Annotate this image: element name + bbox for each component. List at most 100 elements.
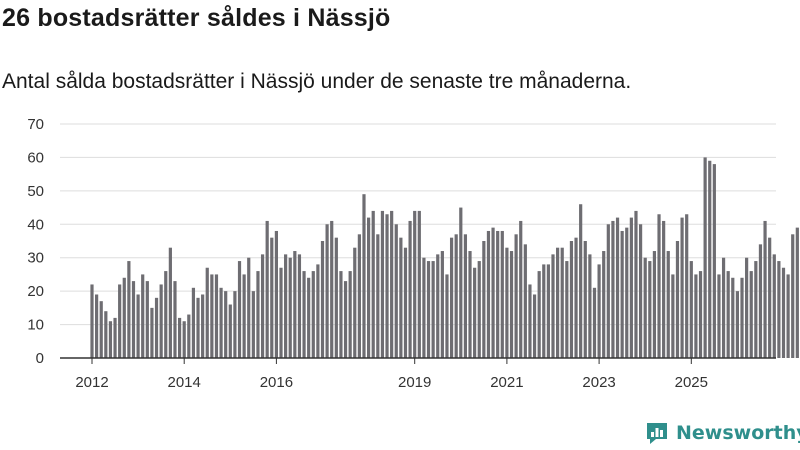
bar xyxy=(330,220,334,358)
bar xyxy=(726,271,730,358)
bar xyxy=(532,294,537,358)
newsworthy-logo[interactable]: Newsworthy xyxy=(644,420,800,446)
bar xyxy=(219,287,223,358)
bar xyxy=(680,217,684,358)
bar xyxy=(187,314,191,358)
bar xyxy=(233,291,237,358)
bar xyxy=(721,257,726,358)
bar xyxy=(620,230,624,358)
bar xyxy=(293,251,297,358)
bar xyxy=(242,274,246,358)
bar xyxy=(260,254,265,358)
bar xyxy=(131,281,136,358)
bar xyxy=(537,271,541,358)
bar xyxy=(325,224,329,358)
bar xyxy=(251,291,255,358)
bar xyxy=(606,224,610,358)
bar xyxy=(509,251,514,358)
bar-series xyxy=(90,157,799,358)
bar xyxy=(786,274,790,358)
x-tick-label: 2019 xyxy=(398,374,431,391)
bar xyxy=(311,271,315,358)
bar xyxy=(403,247,408,358)
bar xyxy=(399,237,403,358)
bar xyxy=(546,264,550,358)
bar xyxy=(445,274,449,358)
bar xyxy=(408,220,412,358)
bar xyxy=(514,234,518,358)
bar xyxy=(297,254,302,358)
bar xyxy=(675,241,680,358)
bar xyxy=(136,294,140,358)
bar xyxy=(523,244,527,358)
bar xyxy=(749,271,753,358)
bar xyxy=(164,271,168,358)
y-tick-label: 30 xyxy=(27,250,44,267)
bar xyxy=(141,274,145,358)
bar xyxy=(339,271,343,358)
bar xyxy=(634,210,638,358)
x-tick-label: 2014 xyxy=(168,374,201,391)
bar xyxy=(745,257,749,358)
x-tick-label: 2021 xyxy=(490,374,523,391)
bar xyxy=(145,281,149,358)
bar xyxy=(118,284,122,358)
bar xyxy=(320,241,325,358)
bar xyxy=(214,274,219,358)
bar xyxy=(583,241,587,358)
x-tick-label: 2012 xyxy=(75,374,108,391)
bar xyxy=(274,230,278,358)
y-tick-label: 40 xyxy=(27,216,44,233)
bar xyxy=(657,214,661,358)
bar xyxy=(473,267,477,358)
bar xyxy=(560,247,564,358)
bar xyxy=(205,267,209,358)
bar xyxy=(422,257,426,358)
bar xyxy=(265,220,269,358)
bar xyxy=(685,214,689,358)
bar xyxy=(353,247,357,358)
bar xyxy=(731,277,735,358)
bar xyxy=(781,267,786,358)
bar xyxy=(772,254,776,358)
bar xyxy=(390,210,394,358)
bar xyxy=(579,204,583,358)
y-tick-label: 70 xyxy=(27,116,44,133)
bar xyxy=(597,264,601,358)
bar xyxy=(519,220,523,358)
bar xyxy=(662,220,666,358)
bar xyxy=(357,234,361,358)
x-tick-label: 2016 xyxy=(260,374,293,391)
bar xyxy=(417,210,421,358)
bar xyxy=(754,261,758,358)
bar xyxy=(643,257,647,358)
bar xyxy=(505,247,509,358)
bar xyxy=(449,237,454,358)
bar xyxy=(740,277,744,358)
bar xyxy=(768,237,772,358)
bar xyxy=(436,254,440,358)
bar xyxy=(703,157,707,358)
bar xyxy=(551,254,555,358)
bar xyxy=(371,210,375,358)
bar xyxy=(482,241,486,358)
bar xyxy=(694,274,698,358)
newsworthy-logo-icon xyxy=(647,423,667,444)
bar xyxy=(154,297,159,358)
bar xyxy=(380,210,385,358)
bar xyxy=(569,241,574,358)
bar xyxy=(191,287,196,358)
bar xyxy=(279,267,283,358)
bar xyxy=(491,227,495,358)
y-tick-label: 50 xyxy=(27,183,44,200)
x-axis-labels: 2012 2014 2016 2019 2021 2023 2025 xyxy=(75,374,708,391)
bar xyxy=(348,271,352,358)
bar xyxy=(95,294,99,358)
bar xyxy=(698,271,703,358)
bar xyxy=(666,251,670,358)
bar xyxy=(440,251,444,358)
bar xyxy=(652,251,657,358)
bar xyxy=(90,284,94,358)
bar xyxy=(256,271,260,358)
